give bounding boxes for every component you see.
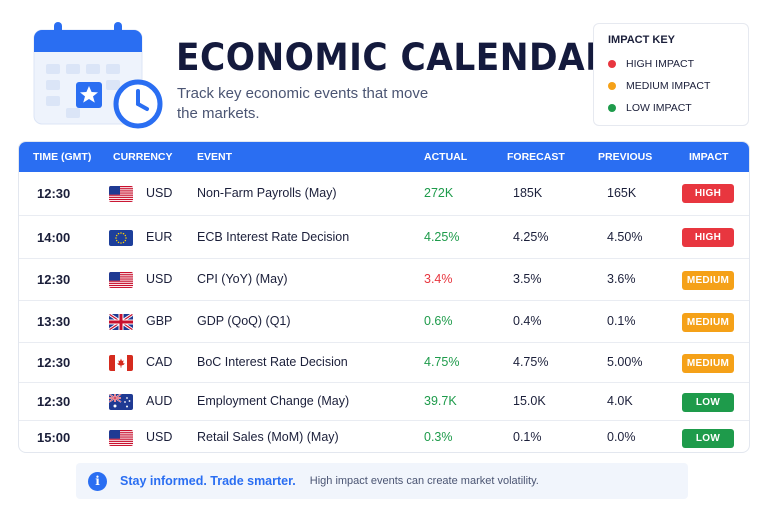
event-cell: Retail Sales (MoM) (May) <box>197 430 339 444</box>
currency-cell: USD <box>146 185 173 200</box>
info-banner: i Stay informed. Trade smarter. High imp… <box>76 463 688 499</box>
column-header-previous[interactable]: PREVIOUS <box>598 151 653 163</box>
page-subtitle: Track key economic events that move the … <box>177 85 429 122</box>
us-flag-icon <box>109 272 133 288</box>
previous-cell: 165K <box>607 185 637 200</box>
table-row[interactable]: 15:00 USD Retail Sales (MoM) (May) 0.3% 0.1%… <box>19 420 749 452</box>
previous-cell: 4.50% <box>607 229 643 244</box>
currency-cell: USD <box>146 272 173 286</box>
table-row[interactable]: 14:00 EUR ECB Interest Rate Decision 4.25% 4… <box>19 215 749 258</box>
event-cell: Employment Change (May) <box>197 394 350 408</box>
previous-cell: 0.1% <box>607 314 636 328</box>
currency-cell: AUD <box>146 394 173 408</box>
currency-cell: GBP <box>146 314 173 328</box>
currency-cell: CAD <box>146 355 173 369</box>
actual-cell: 0.3% <box>424 430 453 444</box>
previous-cell: 4.0K <box>607 394 633 408</box>
column-header-impact[interactable]: IMPACT <box>689 151 729 163</box>
info-text: High impact events can create market vol… <box>309 475 539 487</box>
time-cell: 12:30 <box>37 185 71 201</box>
table-row[interactable]: 12:30 AUD Employment Change (May) 39.7K 15.0… <box>19 382 749 420</box>
impact-key-low: LOW IMPACT <box>608 97 734 119</box>
impact-key-medium: MEDIUM IMPACT <box>608 75 734 97</box>
economic-calendar-table: TIME (GMT) CURRENCY EVENT ACTUAL FORECAS… <box>18 141 750 453</box>
event-cell: Non-Farm Payrolls (May) <box>197 185 337 200</box>
impact-key: IMPACT KEY HIGH IMPACT MEDIUM IMPACT LOW… <box>593 23 749 126</box>
actual-cell: 39.7K <box>424 394 457 408</box>
us-flag-icon <box>109 185 133 202</box>
impact-badge: LOW <box>682 392 734 412</box>
event-cell: ECB Interest Rate Decision <box>197 229 350 244</box>
actual-cell: 4.75% <box>424 355 460 369</box>
time-cell: 12:30 <box>37 394 71 409</box>
forecast-cell: 185K <box>513 185 543 200</box>
event-cell: CPI (YoY) (May) <box>197 272 288 286</box>
event-cell: GDP (QoQ) (Q1) <box>197 314 291 328</box>
impact-badge: LOW <box>682 428 734 448</box>
info-headline: Stay informed. Trade smarter. <box>120 474 296 488</box>
impact-key-label: MEDIUM IMPACT <box>626 80 711 92</box>
previous-cell: 0.0% <box>607 430 636 444</box>
time-cell: 14:00 <box>37 229 71 245</box>
forecast-cell: 4.75% <box>513 355 549 369</box>
previous-cell: 3.6% <box>607 272 636 286</box>
page-title: ECONOMIC CALENDAR <box>176 36 613 79</box>
currency-cell: USD <box>146 430 173 444</box>
forecast-cell: 4.25% <box>513 229 549 244</box>
impact-badge: HIGH <box>682 184 734 203</box>
impact-key-label: HIGH IMPACT <box>626 58 695 70</box>
impact-key-title: IMPACT KEY <box>608 34 676 46</box>
time-cell: 13:30 <box>37 314 71 329</box>
impact-badge: MEDIUM <box>682 270 734 290</box>
forecast-cell: 3.5% <box>513 272 542 286</box>
table-row[interactable]: 12:30 USD Non-Farm Payrolls (May) 272K 185K 1… <box>19 172 749 215</box>
red-dot-icon <box>608 60 616 68</box>
orange-dot-icon <box>608 82 616 90</box>
impact-key-high: HIGH IMPACT <box>608 53 734 75</box>
table-row[interactable]: 12:30 CAD BoC Interest Rate Decision 4.75% 4… <box>19 342 749 382</box>
ca-flag-icon <box>109 355 133 371</box>
impact-badge: MEDIUM <box>682 353 734 373</box>
impact-key-label: LOW IMPACT <box>626 102 692 114</box>
info-icon: i <box>88 471 107 491</box>
previous-cell: 5.00% <box>607 355 643 369</box>
au-flag-icon <box>109 394 133 410</box>
calendar-clock-icon <box>33 22 163 129</box>
us-flag-icon <box>109 430 133 446</box>
green-dot-icon <box>608 104 616 112</box>
column-header-currency[interactable]: CURRENCY <box>113 151 173 163</box>
column-header-time[interactable]: TIME (GMT) <box>33 151 92 163</box>
actual-cell: 0.6% <box>424 314 453 328</box>
actual-cell: 272K <box>424 185 454 200</box>
time-cell: 12:30 <box>37 355 71 370</box>
impact-badge: MEDIUM <box>682 312 734 332</box>
forecast-cell: 15.0K <box>513 394 546 408</box>
column-header-actual[interactable]: ACTUAL <box>424 151 468 163</box>
table-header: TIME (GMT) CURRENCY EVENT ACTUAL FORECAS… <box>19 142 749 172</box>
event-cell: BoC Interest Rate Decision <box>197 355 348 369</box>
eu-flag-icon <box>109 229 133 246</box>
currency-cell: EUR <box>146 229 173 244</box>
actual-cell: 3.4% <box>424 272 453 286</box>
forecast-cell: 0.4% <box>513 314 542 328</box>
forecast-cell: 0.1% <box>513 430 542 444</box>
time-cell: 15:00 <box>37 430 71 445</box>
actual-cell: 4.25% <box>424 229 460 244</box>
impact-badge: HIGH <box>682 228 734 247</box>
column-header-event[interactable]: EVENT <box>197 151 233 163</box>
column-header-forecast[interactable]: FORECAST <box>507 151 565 163</box>
uk-flag-icon <box>109 314 133 330</box>
table-row[interactable]: 12:30 USD CPI (YoY) (May) 3.4% 3.5% 3.6% MEDIU… <box>19 258 749 300</box>
time-cell: 12:30 <box>37 272 71 287</box>
table-row[interactable]: 13:30 GBP GDP (QoQ) (Q1) 0.6% 0.4% 0.1% MEDIUM <box>19 300 749 342</box>
